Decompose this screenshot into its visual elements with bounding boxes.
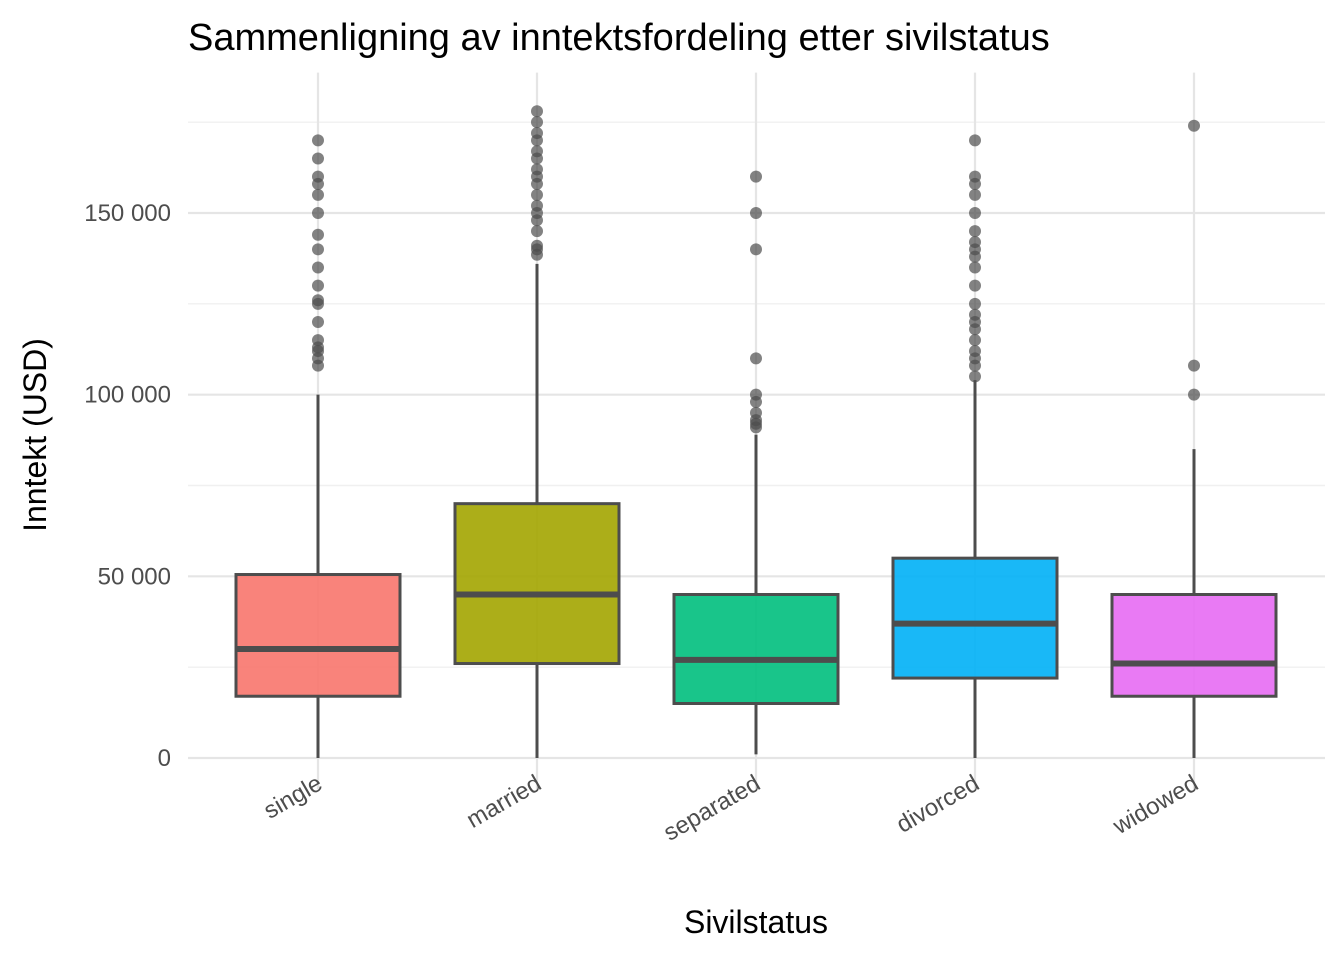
box-widowed <box>1110 119 1278 758</box>
outlier-point <box>531 145 543 158</box>
y-tick-label: 100 000 <box>84 382 171 409</box>
outlier-point <box>531 127 543 140</box>
box-single <box>234 134 402 758</box>
outlier-point <box>312 294 324 307</box>
outlier-point <box>750 352 762 365</box>
outlier-point <box>312 152 324 165</box>
outlier-point <box>969 345 981 358</box>
outlier-point <box>312 134 324 147</box>
outlier-point <box>1188 119 1200 132</box>
outlier-point <box>969 334 981 347</box>
box-rect <box>1110 593 1278 698</box>
outlier-point <box>969 134 981 147</box>
outlier-point <box>969 170 981 183</box>
outlier-point <box>969 370 981 383</box>
x-tick-label: widowed <box>1108 770 1203 841</box>
outlier-point <box>750 388 762 401</box>
y-tick-label: 150 000 <box>84 200 171 227</box>
outlier-point <box>1188 388 1200 401</box>
outlier-point <box>531 199 543 212</box>
box-rect <box>891 556 1059 680</box>
outlier-point <box>312 316 324 328</box>
outlier-point <box>969 236 981 249</box>
outlier-point <box>1188 359 1200 372</box>
outlier-point <box>312 188 324 201</box>
outlier-point <box>969 188 981 201</box>
outlier-point <box>312 228 324 241</box>
outlier-point <box>312 261 324 274</box>
outlier-point <box>969 308 981 321</box>
y-tick-label: 50 000 <box>98 563 171 590</box>
outlier-point <box>312 170 324 183</box>
outlier-point <box>969 279 981 292</box>
x-axis: single married separated divorced widowed <box>259 770 1203 847</box>
box-separated <box>672 170 840 755</box>
outlier-point <box>750 170 762 183</box>
x-tick-label: single <box>259 770 327 825</box>
x-tick-label: married <box>462 770 546 834</box>
outlier-point <box>969 297 981 310</box>
y-tick-label: 0 <box>158 745 171 772</box>
outlier-point <box>750 207 762 219</box>
outlier-point <box>531 105 543 118</box>
outlier-point <box>312 334 324 347</box>
outlier-point <box>969 261 981 274</box>
box-married <box>453 105 621 758</box>
outlier-point <box>312 243 324 256</box>
x-tick-label: divorced <box>892 770 984 839</box>
outlier-point <box>531 188 543 201</box>
outlier-point <box>750 406 762 419</box>
outlier-point <box>312 207 324 219</box>
x-axis-title: Sivilstatus <box>684 904 828 940</box>
y-axis: 0 50 000 100 000 150 000 <box>84 200 171 772</box>
box-rect <box>672 593 840 705</box>
outlier-point <box>531 225 543 238</box>
y-axis-title: Inntekt (USD) <box>17 338 53 532</box>
boxes <box>234 105 1278 758</box>
outlier-point <box>750 243 762 256</box>
chart-title: Sammenligning av inntektsfordeling etter… <box>188 17 1050 59</box>
outlier-point <box>531 163 543 176</box>
outlier-point <box>531 239 543 252</box>
outlier-point <box>969 225 981 238</box>
outlier-point <box>531 116 543 129</box>
outlier-point <box>312 279 324 292</box>
x-tick-label: separated <box>659 770 765 847</box>
box-rect <box>453 502 621 666</box>
box-rect <box>234 573 402 698</box>
box-divorced <box>891 134 1059 758</box>
outlier-point <box>969 207 981 219</box>
